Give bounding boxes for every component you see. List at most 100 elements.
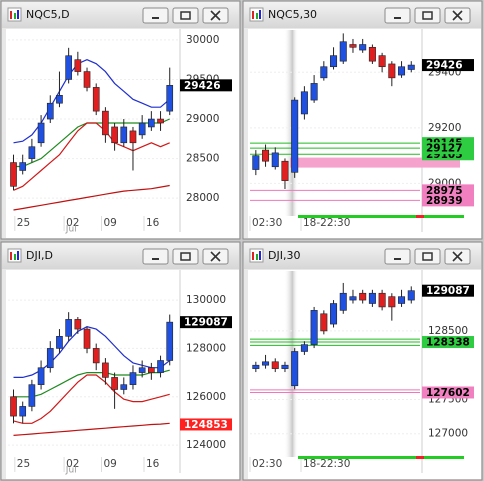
minimize-button[interactable] bbox=[384, 7, 411, 24]
candle-body bbox=[388, 296, 396, 308]
candle-body bbox=[65, 55, 72, 80]
button-glyph[interactable] bbox=[422, 11, 433, 20]
candle-body bbox=[83, 328, 91, 349]
candle-body bbox=[129, 130, 137, 144]
minimize-button[interactable] bbox=[142, 7, 169, 24]
candle-body bbox=[28, 384, 36, 407]
candle-body bbox=[10, 162, 17, 187]
price-tag bbox=[422, 386, 474, 399]
button-glyph[interactable] bbox=[180, 11, 191, 20]
price-tag-label: 129087 bbox=[426, 285, 470, 297]
candle-body bbox=[407, 290, 415, 301]
x-tick-label: 09 bbox=[104, 217, 117, 229]
candle-body bbox=[157, 360, 164, 373]
candle-body bbox=[56, 95, 63, 104]
button-face[interactable] bbox=[142, 7, 169, 24]
title-bar bbox=[244, 2, 481, 28]
button-face[interactable] bbox=[172, 7, 199, 24]
candle-body bbox=[10, 396, 17, 417]
x-tick-label: 02 bbox=[66, 458, 79, 470]
moving-average bbox=[13, 422, 170, 436]
candle-body bbox=[310, 83, 318, 101]
button-face[interactable] bbox=[384, 248, 411, 265]
minimize-button[interactable] bbox=[384, 248, 411, 265]
close-button[interactable] bbox=[444, 7, 471, 24]
candle-body bbox=[310, 310, 318, 345]
candle-body bbox=[92, 87, 100, 112]
candle-body bbox=[398, 296, 406, 304]
candle-body bbox=[300, 91, 308, 115]
close-button[interactable] bbox=[202, 7, 229, 24]
restore-button[interactable] bbox=[172, 248, 199, 265]
candle-body bbox=[330, 55, 338, 68]
candle-body bbox=[368, 292, 376, 304]
button-face[interactable] bbox=[142, 248, 169, 265]
y-tick-label: 29000 bbox=[186, 113, 219, 125]
button-face[interactable] bbox=[384, 7, 411, 24]
button-face[interactable] bbox=[172, 248, 199, 265]
candle-body bbox=[19, 162, 27, 171]
session-bar-end bbox=[416, 215, 424, 218]
y-tick-label: 128000 bbox=[186, 342, 226, 354]
window-title: NQC5,D bbox=[26, 8, 70, 21]
month-label: Jul bbox=[65, 466, 77, 476]
candle-body bbox=[359, 44, 367, 51]
price-tag bbox=[180, 418, 232, 431]
price-tag bbox=[180, 316, 232, 329]
price-tag-label: 28939 bbox=[426, 195, 463, 207]
button-glyph[interactable] bbox=[210, 251, 221, 262]
y-tick-label: 124000 bbox=[186, 439, 226, 451]
button-glyph[interactable] bbox=[452, 251, 463, 262]
close-button[interactable] bbox=[202, 248, 229, 265]
candle-body bbox=[46, 102, 54, 120]
price-tag-label: 29426 bbox=[426, 60, 463, 72]
y-tick-label: 28500 bbox=[186, 153, 219, 165]
moving-average bbox=[13, 374, 170, 424]
x-tick-label: 09 bbox=[104, 458, 117, 470]
candle-body bbox=[281, 160, 289, 181]
moving-average bbox=[13, 122, 170, 191]
button-glyph[interactable] bbox=[210, 10, 221, 21]
price-tag-label: 124853 bbox=[184, 419, 228, 431]
price-tag bbox=[422, 184, 474, 197]
candle-body bbox=[166, 85, 174, 112]
price-tag-label: 127602 bbox=[426, 387, 470, 399]
candle-body bbox=[262, 361, 270, 366]
candle-body bbox=[102, 110, 109, 136]
candle-body bbox=[378, 55, 386, 68]
candle-body bbox=[28, 146, 36, 159]
button-face[interactable] bbox=[414, 7, 441, 24]
candle-body bbox=[252, 364, 260, 369]
candle-body bbox=[271, 361, 279, 369]
y-tick-label: 28000 bbox=[186, 192, 219, 204]
y-tick-label: 130000 bbox=[186, 294, 226, 306]
candle-body bbox=[102, 362, 109, 378]
candle-body bbox=[368, 46, 376, 62]
x-tick-label: 18-22:30 bbox=[303, 458, 350, 470]
candle-body bbox=[74, 319, 82, 330]
x-tick-label: 18-22:30 bbox=[303, 217, 350, 229]
highlight-band bbox=[290, 157, 460, 168]
title-bar bbox=[2, 243, 239, 269]
candle-body bbox=[74, 59, 82, 72]
candle-body bbox=[388, 63, 396, 79]
restore-button[interactable] bbox=[414, 248, 441, 265]
candle-body bbox=[19, 406, 27, 417]
title-bar bbox=[2, 2, 239, 28]
restore-button[interactable] bbox=[172, 7, 199, 24]
minimize-button[interactable] bbox=[142, 248, 169, 265]
candle-body bbox=[157, 118, 164, 124]
button-glyph[interactable] bbox=[422, 252, 433, 261]
button-face[interactable] bbox=[414, 248, 441, 265]
plot-area bbox=[248, 270, 481, 479]
candle-body bbox=[37, 122, 45, 144]
y-tick-label: 128500 bbox=[428, 325, 468, 337]
price-tag-label: 28975 bbox=[426, 185, 463, 197]
price-tag bbox=[422, 194, 474, 207]
button-glyph[interactable] bbox=[180, 252, 191, 261]
candle-body bbox=[300, 344, 308, 352]
close-button[interactable] bbox=[444, 248, 471, 265]
restore-button[interactable] bbox=[414, 7, 441, 24]
chart-window: DJI,D 124000 126000 128000 130000 129087 12485… bbox=[0, 241, 241, 481]
button-glyph[interactable] bbox=[452, 10, 463, 21]
